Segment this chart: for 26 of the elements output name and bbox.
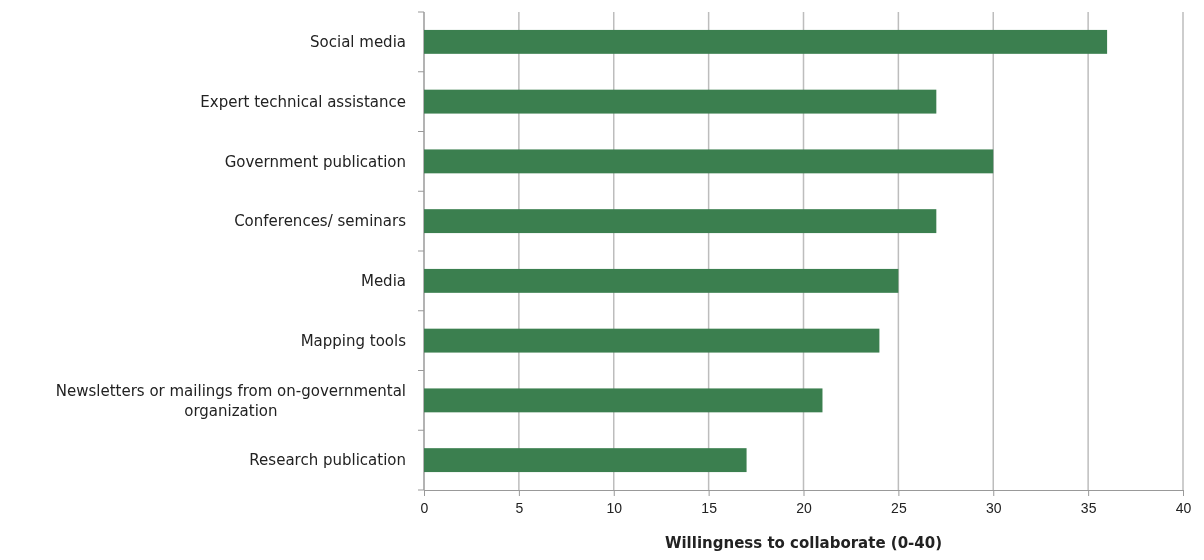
y-tick-label: Government publication	[224, 152, 406, 171]
bar	[424, 388, 823, 413]
bar	[424, 448, 747, 473]
bar	[424, 209, 937, 234]
x-tick-label: 10	[606, 500, 623, 516]
bar	[424, 268, 899, 293]
x-axis-title: Willingness to collaborate (0-40)	[664, 534, 943, 552]
y-tick-label: Mapping tools	[300, 331, 407, 350]
y-tick-label: Media	[360, 272, 406, 291]
y-tick-label: Social media	[310, 33, 406, 52]
x-tick-label: 15	[701, 500, 718, 516]
y-tick-label: Expert technical assistance	[200, 92, 406, 111]
bar	[424, 89, 937, 114]
bar	[424, 149, 994, 174]
x-tick-label: 0	[420, 500, 429, 516]
y-tick-label: Newsletters or mailings from on-governmental organization	[55, 381, 406, 420]
x-tick-label: 30	[985, 500, 1002, 516]
bar	[424, 328, 880, 353]
x-tick-label: 5	[515, 500, 524, 516]
x-tick-label: 25	[891, 500, 907, 516]
y-tick-label: Conferences/ seminars	[234, 212, 407, 231]
bar	[424, 29, 1108, 54]
y-tick-label: Research publication	[249, 451, 406, 470]
x-tick-label: 35	[1080, 500, 1097, 516]
x-tick-label: 40	[1175, 500, 1192, 516]
x-tick-label: 20	[796, 500, 812, 516]
